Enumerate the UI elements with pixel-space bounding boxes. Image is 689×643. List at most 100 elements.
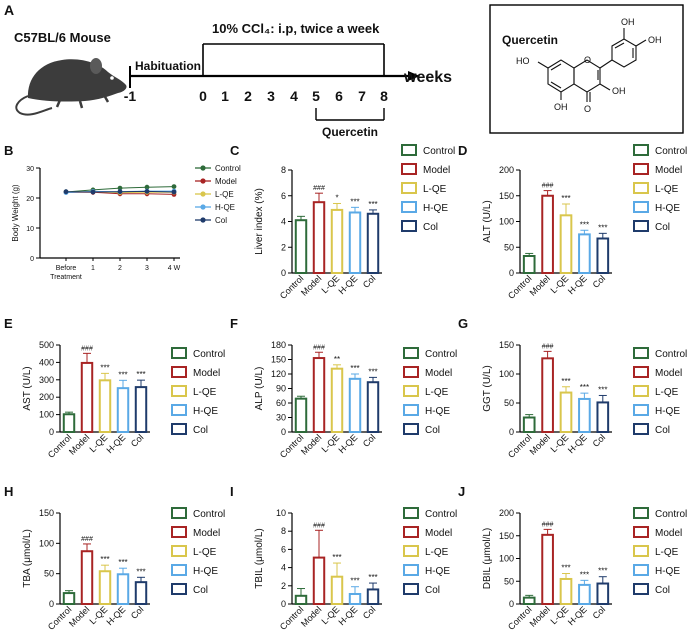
legend-marker-col	[200, 217, 206, 223]
y-tick-label: 500	[39, 340, 54, 350]
legend-label-col: Col	[425, 585, 440, 596]
legend-swatch-model	[633, 366, 649, 378]
timeline-tick: 7	[358, 88, 366, 104]
panel-h: H 0 50 100 150 TBA (μmol/L) Control ### Model ***…	[4, 484, 225, 632]
legend-label-control: Control	[193, 349, 225, 360]
mouse-icon	[15, 58, 127, 116]
legend-label-h-qe: H-QE	[193, 406, 218, 417]
legend-label-l-qe: L-QE	[425, 547, 449, 558]
significance-label: ***	[580, 570, 589, 579]
bar-model	[541, 357, 554, 433]
legend-label-col: Col	[423, 222, 438, 233]
significance-label: ***	[118, 370, 127, 379]
timeline-tick: 5	[312, 88, 320, 104]
significance-label: ###	[313, 522, 325, 529]
bar-l-qe	[330, 208, 344, 275]
y-tick-label: 0	[49, 599, 54, 609]
significance-label: ***	[561, 194, 570, 203]
y-axis-label: AST (U/L)	[22, 366, 33, 410]
bar-h-qe	[348, 592, 362, 605]
significance-label: ***	[368, 367, 377, 376]
weeks-label: weeks	[403, 69, 452, 86]
legend-label-l-qe: L-QE	[655, 387, 679, 398]
legend-marker-l-qe	[200, 191, 206, 197]
y-tick-label: 50	[504, 576, 514, 586]
bar-model	[312, 357, 326, 433]
treatment-text: 10% CCl₄: i.p, twice a week	[212, 21, 380, 36]
legend-swatch-control	[403, 507, 419, 519]
y-tick-label: 400	[39, 357, 54, 367]
bar-col	[134, 581, 148, 605]
bar-model	[312, 201, 326, 274]
struct-atom-1: OH	[621, 17, 635, 27]
y-tick-label: 120	[271, 369, 286, 379]
legend-label-h-qe: H-QE	[193, 566, 218, 577]
series-col	[63, 189, 177, 195]
legend-swatch-model	[171, 526, 187, 538]
legend-swatch-control	[633, 347, 649, 359]
bar-col	[596, 582, 610, 606]
legend-marker-control	[200, 165, 206, 171]
x-tick-label: Col	[591, 432, 608, 449]
legend-swatch-h-qe	[401, 201, 417, 213]
bar-col	[596, 401, 610, 434]
y-tick-label: 90	[276, 384, 286, 394]
y-axis-label: TBA (μmol/L)	[22, 529, 33, 588]
bar-h-qe	[348, 377, 362, 434]
panel-e: E 0 100 200 300 400 500 AST (U/L) Control ### Mode…	[4, 316, 225, 460]
data-point	[171, 189, 177, 195]
y-tick-label: 0	[509, 599, 514, 609]
panel-a: A C57BL/6 Mouse 10% CCl₄: i.p, twice a w…	[4, 2, 684, 139]
y-tick-label: 0	[281, 268, 286, 278]
timeline-tick: 6	[335, 88, 343, 104]
legend-swatch-h-qe	[403, 564, 419, 576]
panel-label: F	[230, 316, 238, 331]
legend-swatch-col	[403, 423, 419, 435]
timeline-tick: 2	[244, 88, 252, 104]
legend-label-col: Col	[215, 216, 227, 225]
legend-swatch-control	[401, 144, 417, 156]
x-tick-label: Model	[528, 432, 552, 456]
structure-title: Quercetin	[502, 33, 558, 47]
legend-marker-model	[200, 178, 206, 184]
x-tick-label: Model	[528, 273, 552, 297]
legend-swatch-h-qe	[633, 201, 649, 213]
timeline-tick: 1	[221, 88, 229, 104]
y-tick-label: 150	[499, 340, 514, 350]
bar-l-qe	[559, 577, 573, 605]
x-tick-label: Model	[528, 604, 552, 628]
significance-label: ***	[350, 364, 359, 373]
legend-swatch-l-qe	[633, 545, 649, 557]
bar-h-qe	[116, 573, 130, 605]
legend-swatch-model	[403, 366, 419, 378]
legend-label-model: Model	[193, 368, 220, 379]
y-tick-label: 20	[26, 196, 34, 203]
bar-h-qe	[578, 583, 591, 606]
legend-label-col: Col	[655, 425, 670, 436]
y-axis-label: TBIL (μmol/L)	[254, 528, 265, 588]
bar-h-qe	[348, 211, 362, 275]
y-tick-label: 100	[39, 410, 54, 420]
y-tick-label: 2	[281, 242, 286, 252]
y-tick-label: 150	[499, 531, 514, 541]
panel-d: D 0 50 100 150 200 ALT (U/L) Control ### Model ***…	[458, 143, 687, 301]
struct-atom-2: OH	[648, 35, 662, 45]
significance-label: ***	[350, 577, 359, 586]
legend-swatch-h-qe	[633, 404, 649, 416]
legend-label-model: Model	[655, 528, 682, 539]
significance-label: ###	[542, 183, 554, 190]
legend-label-h-qe: H-QE	[425, 406, 450, 417]
legend-swatch-l-qe	[633, 182, 649, 194]
x-tick-label: 3	[145, 265, 149, 272]
legend: Control Model L-QE H-QE Col	[633, 507, 687, 596]
y-tick-label: 150	[39, 508, 54, 518]
x-tick-label: Model	[67, 604, 91, 628]
data-point	[63, 189, 69, 195]
y-tick-label: 100	[39, 538, 54, 548]
y-tick-label: 0	[509, 427, 514, 437]
bar-col	[366, 588, 380, 606]
significance-label: ***	[332, 553, 341, 562]
x-tick-label: Model	[299, 604, 323, 628]
legend-label-l-qe: L-QE	[193, 387, 217, 398]
